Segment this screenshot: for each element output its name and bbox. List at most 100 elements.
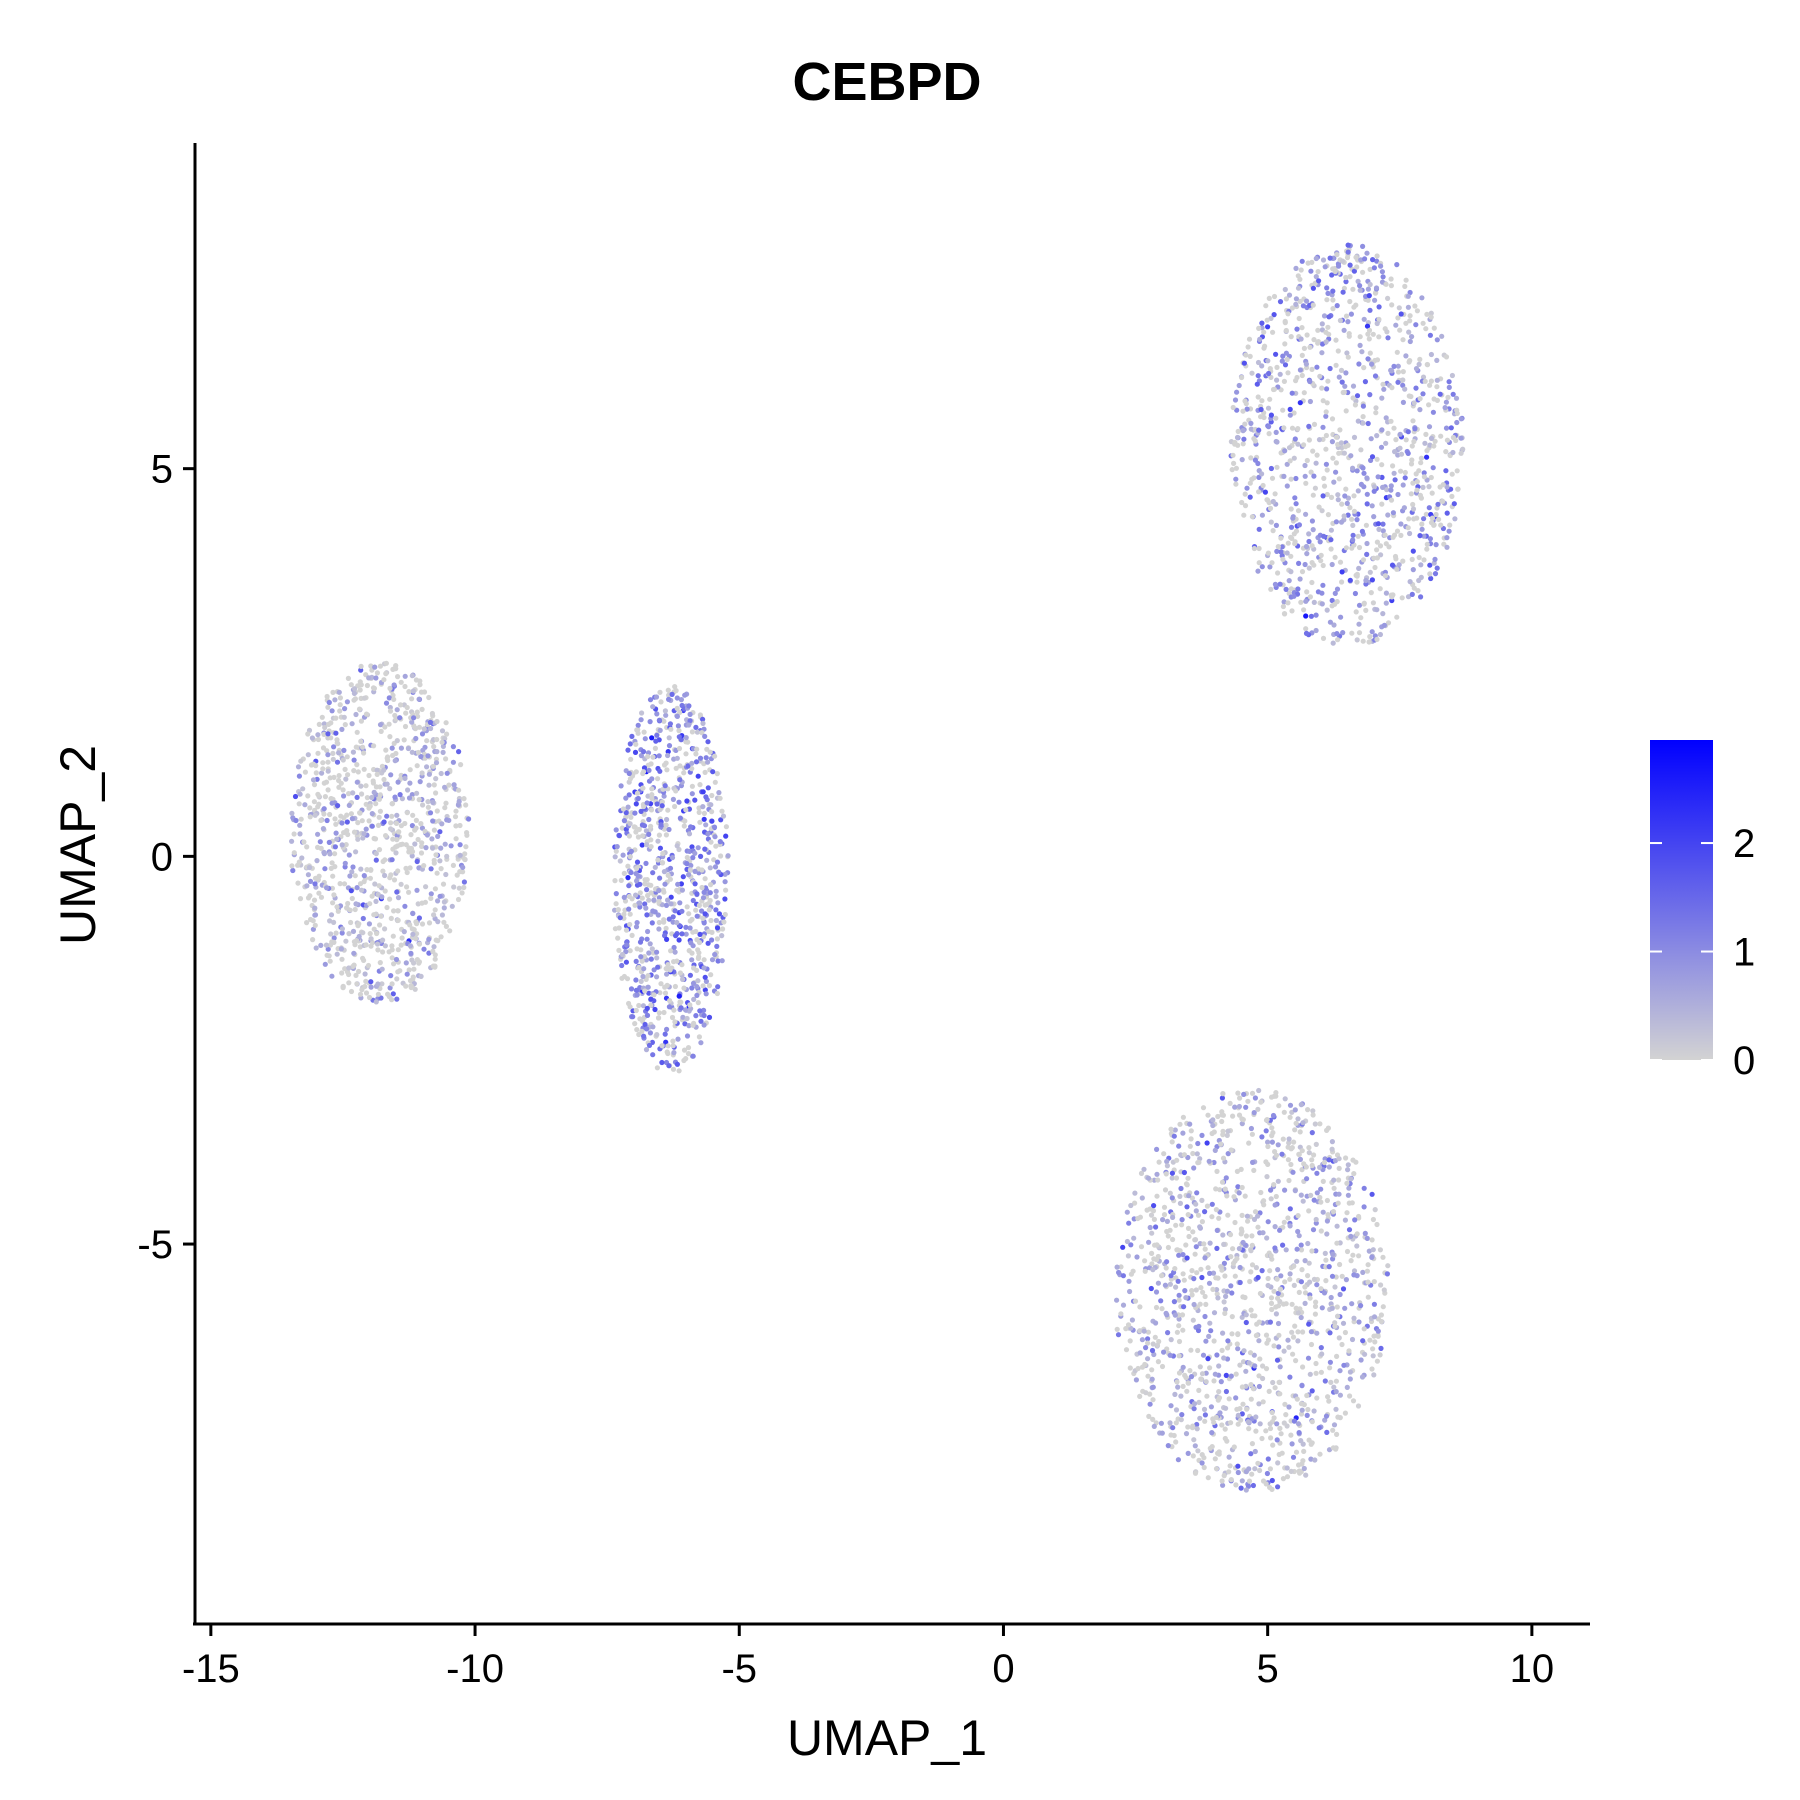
cell-point bbox=[343, 776, 349, 782]
cell-point bbox=[1329, 1146, 1335, 1152]
cell-point bbox=[368, 936, 374, 942]
cell-point bbox=[722, 896, 728, 902]
cell-point bbox=[1319, 1305, 1325, 1311]
cell-point bbox=[413, 817, 419, 824]
cell-point bbox=[1267, 1484, 1273, 1490]
cell-point bbox=[688, 862, 694, 869]
cell-point bbox=[338, 946, 344, 952]
cell-point bbox=[1308, 1441, 1314, 1447]
cell-point bbox=[1149, 1250, 1155, 1256]
cell-point bbox=[463, 802, 469, 808]
cell-point bbox=[1304, 1412, 1310, 1418]
cell-point bbox=[1153, 1320, 1159, 1326]
cell-point bbox=[684, 798, 690, 804]
cell-point bbox=[1132, 1200, 1138, 1206]
cell-point bbox=[1196, 1323, 1202, 1329]
cell-point bbox=[1306, 1260, 1312, 1266]
cell-point bbox=[1268, 1196, 1274, 1202]
cell-point bbox=[667, 967, 673, 973]
cell-point bbox=[1230, 452, 1236, 458]
cell-point bbox=[1350, 395, 1356, 401]
cell-point bbox=[1259, 1268, 1265, 1274]
cell-point bbox=[1427, 571, 1433, 577]
cell-point bbox=[1380, 381, 1386, 387]
cell-point bbox=[1191, 1301, 1197, 1308]
cell-point bbox=[1349, 516, 1355, 522]
cell-point bbox=[1248, 1451, 1254, 1457]
cell-point bbox=[1371, 1333, 1377, 1339]
cell-point bbox=[1153, 1289, 1160, 1295]
cell-point bbox=[658, 822, 664, 828]
cell-point bbox=[648, 882, 654, 888]
cell-point bbox=[645, 753, 651, 760]
cell-point bbox=[621, 818, 628, 824]
cell-point bbox=[1361, 470, 1367, 476]
cell-point bbox=[1230, 1113, 1236, 1119]
cell-point bbox=[390, 933, 396, 939]
cell-point bbox=[707, 897, 713, 904]
cell-point bbox=[1326, 1164, 1332, 1170]
cell-point bbox=[1248, 1125, 1254, 1132]
cell-point bbox=[1266, 1388, 1272, 1394]
cell-point bbox=[668, 948, 674, 954]
cell-point bbox=[1299, 1407, 1305, 1413]
x-tick-label: 0 bbox=[992, 1647, 1014, 1691]
cell-point bbox=[1284, 1474, 1291, 1480]
cell-point bbox=[385, 991, 391, 997]
cell-point bbox=[1405, 594, 1412, 600]
cell-point bbox=[405, 745, 411, 752]
cell-point bbox=[1251, 1167, 1257, 1173]
cell-point bbox=[1414, 479, 1420, 485]
cell-point bbox=[1421, 533, 1427, 539]
cell-point bbox=[351, 768, 357, 774]
cell-point bbox=[1325, 324, 1331, 330]
cell-point bbox=[1361, 1204, 1367, 1210]
cell-point bbox=[377, 792, 383, 798]
cell-point bbox=[1267, 564, 1273, 570]
cell-point bbox=[1358, 615, 1364, 621]
cell-point bbox=[1329, 272, 1335, 278]
cell-point bbox=[1271, 312, 1277, 318]
cell-point bbox=[1318, 1345, 1324, 1351]
cell-point bbox=[681, 1057, 687, 1064]
cell-point bbox=[723, 824, 730, 830]
cell-point bbox=[1172, 1127, 1178, 1133]
cell-point bbox=[1257, 1356, 1263, 1362]
cell-point bbox=[402, 723, 409, 730]
cell-point bbox=[1308, 1192, 1314, 1198]
cell-point bbox=[1341, 389, 1347, 395]
cell-point bbox=[1359, 1374, 1366, 1380]
cell-point bbox=[395, 947, 401, 953]
cell-point bbox=[1356, 630, 1363, 636]
cell-point bbox=[701, 1012, 707, 1019]
cell-point bbox=[1443, 425, 1450, 431]
cell-point bbox=[346, 791, 352, 797]
cell-point bbox=[644, 800, 650, 806]
cell-point bbox=[1356, 1319, 1362, 1325]
cell-point bbox=[407, 849, 413, 855]
cell-point bbox=[1242, 421, 1248, 427]
cell-point bbox=[1289, 608, 1295, 614]
cell-point bbox=[1394, 262, 1400, 268]
cell-point bbox=[1412, 426, 1418, 432]
cell-point bbox=[709, 818, 715, 824]
cell-point bbox=[633, 924, 640, 930]
cell-point bbox=[1150, 1267, 1156, 1273]
cell-point bbox=[1416, 554, 1422, 561]
cell-point bbox=[1137, 1393, 1143, 1399]
cell-point bbox=[1257, 1421, 1263, 1427]
cell-point bbox=[1411, 400, 1417, 406]
cell-point bbox=[637, 890, 643, 896]
cell-point bbox=[1398, 468, 1404, 474]
cell-point bbox=[628, 756, 634, 762]
cell-point bbox=[1194, 1190, 1200, 1196]
cell-point bbox=[654, 955, 660, 961]
cell-point bbox=[1285, 1215, 1291, 1221]
cell-point bbox=[628, 986, 635, 992]
cell-point bbox=[389, 801, 396, 807]
cell-point bbox=[634, 790, 641, 796]
cell-point bbox=[1374, 636, 1380, 643]
cell-point bbox=[1201, 1406, 1208, 1412]
cell-point bbox=[1338, 614, 1344, 620]
cell-point bbox=[618, 877, 624, 884]
